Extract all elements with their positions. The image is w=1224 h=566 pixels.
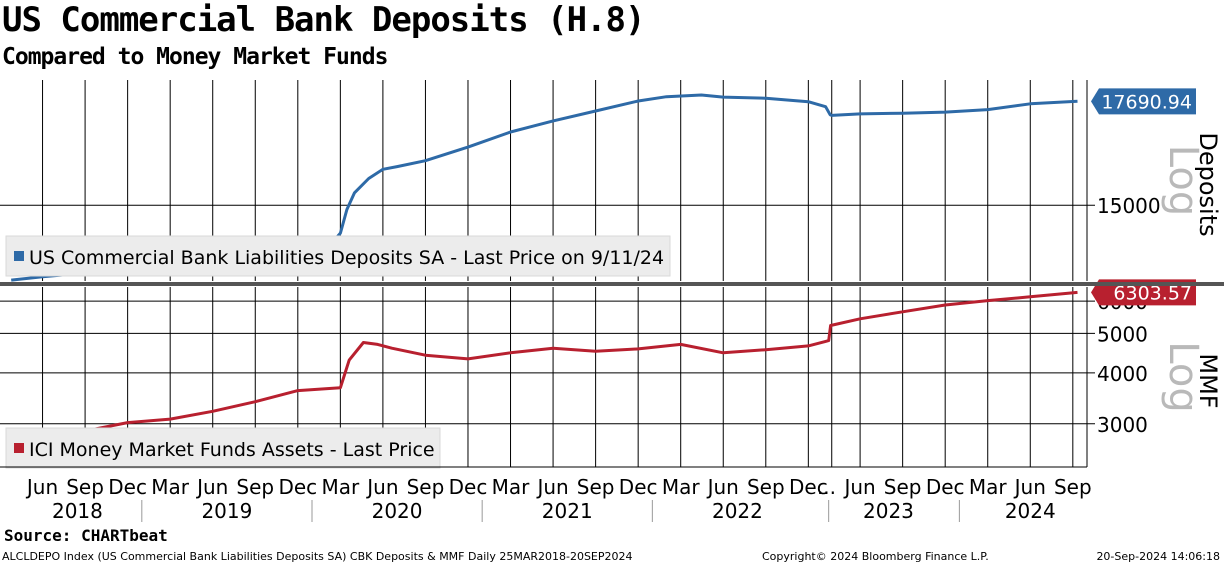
- y-tick-label: 5000: [1097, 322, 1148, 346]
- last-value-text: 17690.94: [1101, 91, 1192, 113]
- chart-subtitle: Compared to Money Market Funds: [2, 44, 388, 70]
- mmf-line: [11, 290, 1078, 439]
- legend-label: ICI Money Market Funds Assets - Last Pri…: [29, 439, 435, 461]
- last-value-badge: [1091, 88, 1196, 115]
- x-tick-month-label: Sep: [66, 475, 104, 499]
- y-tick-label: 4000: [1097, 362, 1148, 386]
- x-tick-month-label: Sep: [577, 475, 615, 499]
- x-axis-months: Jun Sep Dec Mar Jun Sep Dec Mar Jun Sep Dec Mar Jun S…: [25, 475, 1092, 499]
- legend: US Commercial Bank Liabilities Deposits …: [5, 235, 671, 277]
- x-tick-month-label: ...: [817, 475, 836, 499]
- last-value-text: 6303.57: [1113, 282, 1192, 304]
- axis-title: Deposits: [1194, 132, 1222, 236]
- y-tick-label: 15000: [1097, 194, 1161, 218]
- source-label: Source: CHARTbeat: [4, 526, 168, 545]
- footer-description: ALCLDEPO Index (US Commercial Bank Liabi…: [2, 550, 633, 563]
- log-scale-label: Log: [1160, 341, 1206, 412]
- x-tick-month-label: Jun: [195, 475, 228, 499]
- legend-swatch: [14, 443, 24, 453]
- x-tick-month-label: Sep: [236, 475, 274, 499]
- footer-timestamp: 20-Sep-2024 14:06:18: [1096, 550, 1220, 563]
- x-tick-month-label: Jun: [535, 475, 568, 499]
- x-tick-month-label: Dec: [278, 475, 317, 499]
- x-tick-month-label: Jun: [706, 475, 739, 499]
- x-tick-year-label: 2023: [863, 499, 914, 523]
- x-tick-month-label: Sep: [747, 475, 785, 499]
- x-tick-month-label: Mar: [662, 475, 701, 499]
- x-tick-month-label: Mar: [969, 475, 1008, 499]
- x-tick-year-label: 2024: [1005, 499, 1056, 523]
- last-value-tag: 17690.94: [1091, 88, 1196, 115]
- x-tick-month-label: Dec: [449, 475, 488, 499]
- legend-box: [5, 235, 671, 277]
- x-tick-month-label: Mar: [151, 475, 190, 499]
- x-tick-year-label: 2018: [52, 499, 103, 523]
- x-tick-month-label: Dec: [926, 475, 965, 499]
- x-tick-year-label: 2020: [372, 499, 423, 523]
- x-tick-month-label: Sep: [1054, 475, 1092, 499]
- x-axis-years: 2018 2019 2020 2021 2022 2023 2024: [52, 499, 1056, 523]
- y-tick-label: 3000: [1097, 413, 1148, 437]
- x-tick-month-label: Jun: [25, 475, 58, 499]
- axis-title: MMF: [1194, 353, 1222, 408]
- x-tick-month-label: Jun: [365, 475, 398, 499]
- x-tick-month-label: Jun: [842, 475, 875, 499]
- x-tick-month-label: Jun: [1013, 475, 1046, 499]
- legend-swatch: [14, 251, 24, 261]
- log-scale-label: Log: [1160, 145, 1206, 216]
- legend: ICI Money Market Funds Assets - Last Pri…: [5, 427, 441, 469]
- x-tick-month-label: Sep: [407, 475, 445, 499]
- x-tick-month-label: Sep: [884, 475, 922, 499]
- legend-box: [5, 427, 441, 469]
- x-tick-month-label: Dec: [619, 475, 658, 499]
- chart-title: US Commercial Bank Deposits (H.8): [2, 0, 646, 40]
- x-tick-month-label: Dec: [108, 475, 147, 499]
- x-tick-month-label: Dec: [789, 475, 828, 499]
- x-tick-month-label: Mar: [321, 475, 360, 499]
- x-tick-year-label: 2021: [542, 499, 593, 523]
- footer-copyright: Copyright© 2024 Bloomberg Finance L.P.: [762, 550, 989, 563]
- x-tick-year-label: 2019: [201, 499, 252, 523]
- x-tick-month-label: Mar: [492, 475, 531, 499]
- x-tick-year-label: 2022: [712, 499, 763, 523]
- legend-label: US Commercial Bank Liabilities Deposits …: [29, 247, 664, 269]
